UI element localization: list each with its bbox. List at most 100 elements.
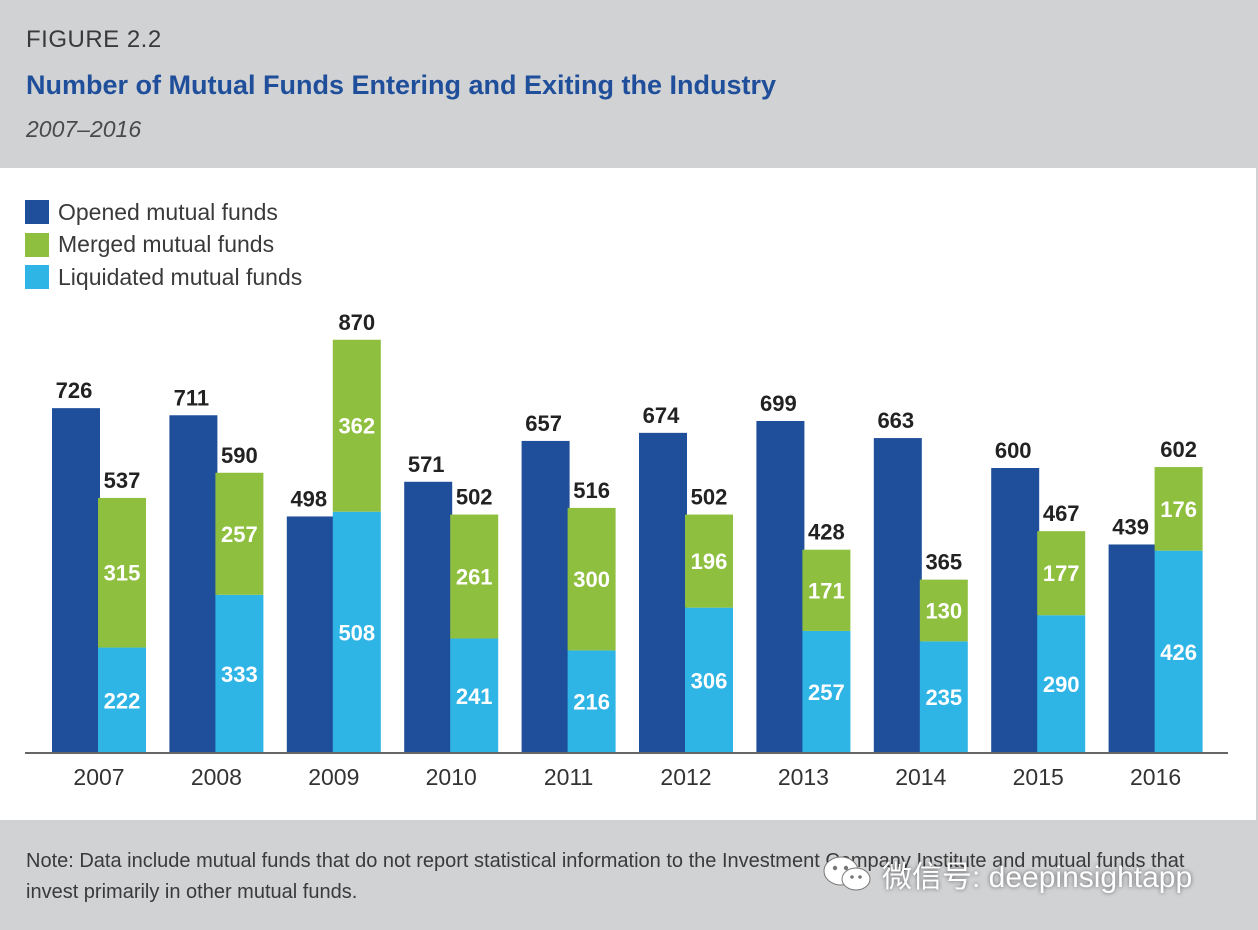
bar-liquidated-2009	[332, 511, 381, 753]
bar-merged-2016	[1154, 467, 1203, 551]
bar-opened-2011	[521, 440, 570, 753]
data-label-total-2012: 502	[691, 485, 728, 510]
bar-merged-2014	[919, 579, 968, 642]
data-label-merged-2011: 300	[573, 567, 610, 592]
data-label-merged-2012: 196	[691, 549, 728, 574]
bar-liquidated-2014	[919, 641, 968, 753]
data-label-merged-2009: 362	[338, 414, 375, 439]
bar-opened-2009	[286, 516, 335, 753]
data-label-merged-2015: 177	[1043, 561, 1080, 586]
x-tick-label-2008: 2008	[191, 764, 242, 790]
data-label-opened-2016: 439	[1112, 514, 1149, 539]
bar-merged-2010	[450, 514, 499, 639]
legend-item-opened: Opened mutual funds	[25, 196, 302, 229]
legend-item-liquidated: Liquidated mutual funds	[25, 261, 302, 294]
bar-liquidated-2012	[685, 607, 733, 753]
x-tick-label-2014: 2014	[895, 764, 946, 790]
data-label-liquidated-2007: 222	[104, 688, 141, 713]
x-tick-label-2016: 2016	[1130, 764, 1181, 790]
x-tick-label-2010: 2010	[426, 764, 477, 790]
data-label-liquidated-2010: 241	[456, 684, 493, 709]
x-tick-label-2009: 2009	[308, 764, 359, 790]
data-label-liquidated-2011: 216	[573, 690, 610, 715]
bar-opened-2016	[1108, 544, 1157, 753]
data-label-opened-2011: 657	[525, 411, 562, 436]
bar-opened-2012	[639, 432, 687, 753]
data-label-liquidated-2008: 333	[221, 662, 258, 687]
data-label-liquidated-2015: 290	[1043, 672, 1080, 697]
legend-swatch-liquidated	[25, 265, 49, 290]
data-label-opened-2013: 699	[760, 391, 797, 416]
data-label-liquidated-2014: 235	[925, 685, 962, 710]
bar-liquidated-2010	[450, 638, 499, 753]
data-label-merged-2016: 176	[1160, 497, 1197, 522]
x-tick-label-2015: 2015	[1013, 764, 1064, 790]
bar-opened-2007	[52, 408, 100, 753]
data-label-total-2010: 502	[456, 485, 493, 510]
figure-footer	[0, 820, 1258, 930]
data-label-total-2011: 516	[573, 478, 610, 503]
x-tick-label-2013: 2013	[778, 764, 829, 790]
bar-merged-2012	[685, 514, 733, 608]
bar-liquidated-2007	[98, 647, 146, 753]
data-label-opened-2015: 600	[995, 438, 1032, 463]
data-label-liquidated-2009: 508	[338, 620, 375, 645]
bar-liquidated-2008	[215, 594, 264, 753]
legend-label-liquidated: Liquidated mutual funds	[58, 263, 303, 290]
footnote: Note: Data include mutual funds that do …	[26, 850, 1185, 903]
bar-opened-2013	[756, 420, 805, 753]
figure-label: FIGURE 2.2	[26, 26, 162, 53]
bar-merged-2015	[1037, 531, 1086, 616]
data-label-liquidated-2016: 426	[1160, 640, 1197, 665]
data-label-opened-2012: 674	[643, 403, 680, 428]
data-label-total-2013: 428	[808, 520, 845, 545]
watermark: 微信号: deepinsightapp	[820, 852, 1192, 896]
bar-merged-2013	[802, 549, 851, 631]
bar-merged-2009	[332, 339, 381, 512]
legend-swatch-opened	[25, 200, 49, 225]
wechat-icon	[823, 856, 871, 891]
data-label-merged-2013: 171	[808, 578, 845, 603]
data-label-total-2014: 365	[925, 550, 962, 575]
data-label-liquidated-2013: 257	[808, 680, 845, 705]
x-tick-label-2012: 2012	[660, 764, 711, 790]
legend-label-merged: Merged mutual funds	[58, 231, 275, 258]
x-tick-label-2007: 2007	[73, 764, 124, 790]
legend-swatch-merged	[25, 232, 49, 257]
data-label-merged-2010: 261	[456, 565, 493, 590]
bar-merged-2008	[215, 472, 264, 595]
data-label-opened-2008: 711	[174, 385, 210, 410]
data-label-merged-2008: 257	[221, 522, 258, 547]
legend-item-merged: Merged mutual funds	[25, 229, 302, 262]
data-label-opened-2007: 726	[56, 378, 93, 403]
bar-liquidated-2016	[1154, 550, 1203, 753]
data-label-liquidated-2012: 306	[691, 668, 728, 693]
data-label-opened-2009: 498	[290, 486, 327, 511]
bar-merged-2007	[98, 497, 146, 648]
bar-opened-2010	[404, 481, 453, 753]
legend-label-opened: Opened mutual funds	[58, 198, 278, 225]
bar-chart: 726 222 315 537 2007 711 333 257 590 2008 498 508 36…	[25, 310, 1228, 790]
bar-liquidated-2015	[1037, 615, 1086, 753]
watermark-text: 微信号: deepinsightapp	[882, 861, 1193, 894]
bar-opened-2008	[169, 415, 218, 753]
data-label-total-2007: 537	[104, 468, 141, 493]
bar-opened-2014	[873, 438, 922, 753]
chart-legend: Opened mutual funds Merged mutual funds …	[25, 196, 302, 294]
data-label-opened-2014: 663	[877, 408, 914, 433]
figure-header: FIGURE 2.2 Number of Mutual Funds Enteri…	[0, 0, 1258, 168]
bar-merged-2011	[567, 507, 616, 651]
data-label-opened-2010: 571	[408, 452, 445, 477]
bar-liquidated-2011	[567, 650, 616, 753]
bar-opened-2015	[991, 468, 1040, 753]
x-tick-label-2011: 2011	[544, 764, 593, 790]
data-label-total-2008: 590	[221, 443, 258, 468]
data-label-total-2015: 467	[1043, 501, 1080, 526]
data-label-merged-2014: 130	[925, 599, 962, 624]
data-label-merged-2007: 315	[104, 561, 141, 586]
chart-title: Number of Mutual Funds Entering and Exit…	[26, 70, 777, 100]
chart-subtitle: 2007–2016	[26, 116, 142, 142]
bar-liquidated-2013	[802, 630, 851, 753]
data-label-total-2009: 870	[338, 310, 375, 335]
data-label-total-2016: 602	[1160, 437, 1197, 462]
